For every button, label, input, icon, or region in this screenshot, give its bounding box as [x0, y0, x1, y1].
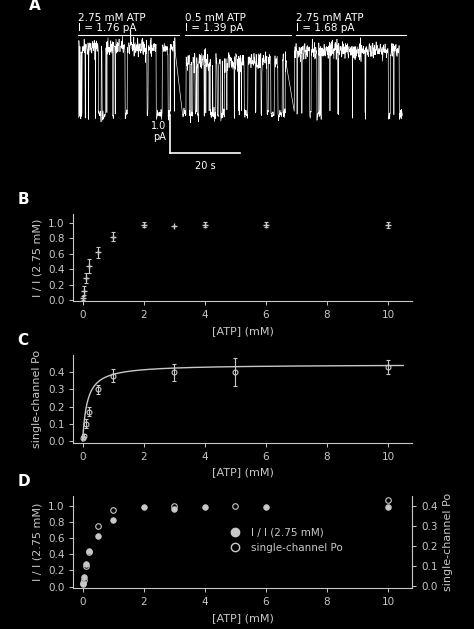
X-axis label: [ATP] (mM): [ATP] (mM) [212, 467, 274, 477]
Text: 20 s: 20 s [195, 161, 216, 171]
Y-axis label: single-channel Po: single-channel Po [32, 350, 42, 448]
Text: B: B [18, 192, 29, 207]
Text: I = 1.68 pA: I = 1.68 pA [296, 23, 355, 33]
Text: I = 1.39 pA: I = 1.39 pA [185, 23, 243, 33]
Text: 2.75 mM ATP: 2.75 mM ATP [296, 13, 364, 23]
Text: 0.5 mM ATP: 0.5 mM ATP [185, 13, 246, 23]
Text: 2.75 mM ATP: 2.75 mM ATP [78, 13, 146, 23]
Legend: I / I (2.75 mM), single-channel Po: I / I (2.75 mM), single-channel Po [225, 528, 343, 553]
Y-axis label: single-channel Po: single-channel Po [444, 493, 454, 591]
Text: A: A [29, 0, 41, 13]
Y-axis label: I / I (2.75 mM): I / I (2.75 mM) [32, 218, 42, 297]
Text: D: D [18, 474, 30, 489]
Text: 1.0
pA: 1.0 pA [151, 121, 166, 142]
Text: I = 1.76 pA: I = 1.76 pA [78, 23, 137, 33]
Text: C: C [18, 333, 28, 348]
X-axis label: [ATP] (mM): [ATP] (mM) [212, 613, 274, 623]
X-axis label: [ATP] (mM): [ATP] (mM) [212, 326, 274, 336]
Y-axis label: I / I (2.75 mM): I / I (2.75 mM) [32, 503, 42, 581]
